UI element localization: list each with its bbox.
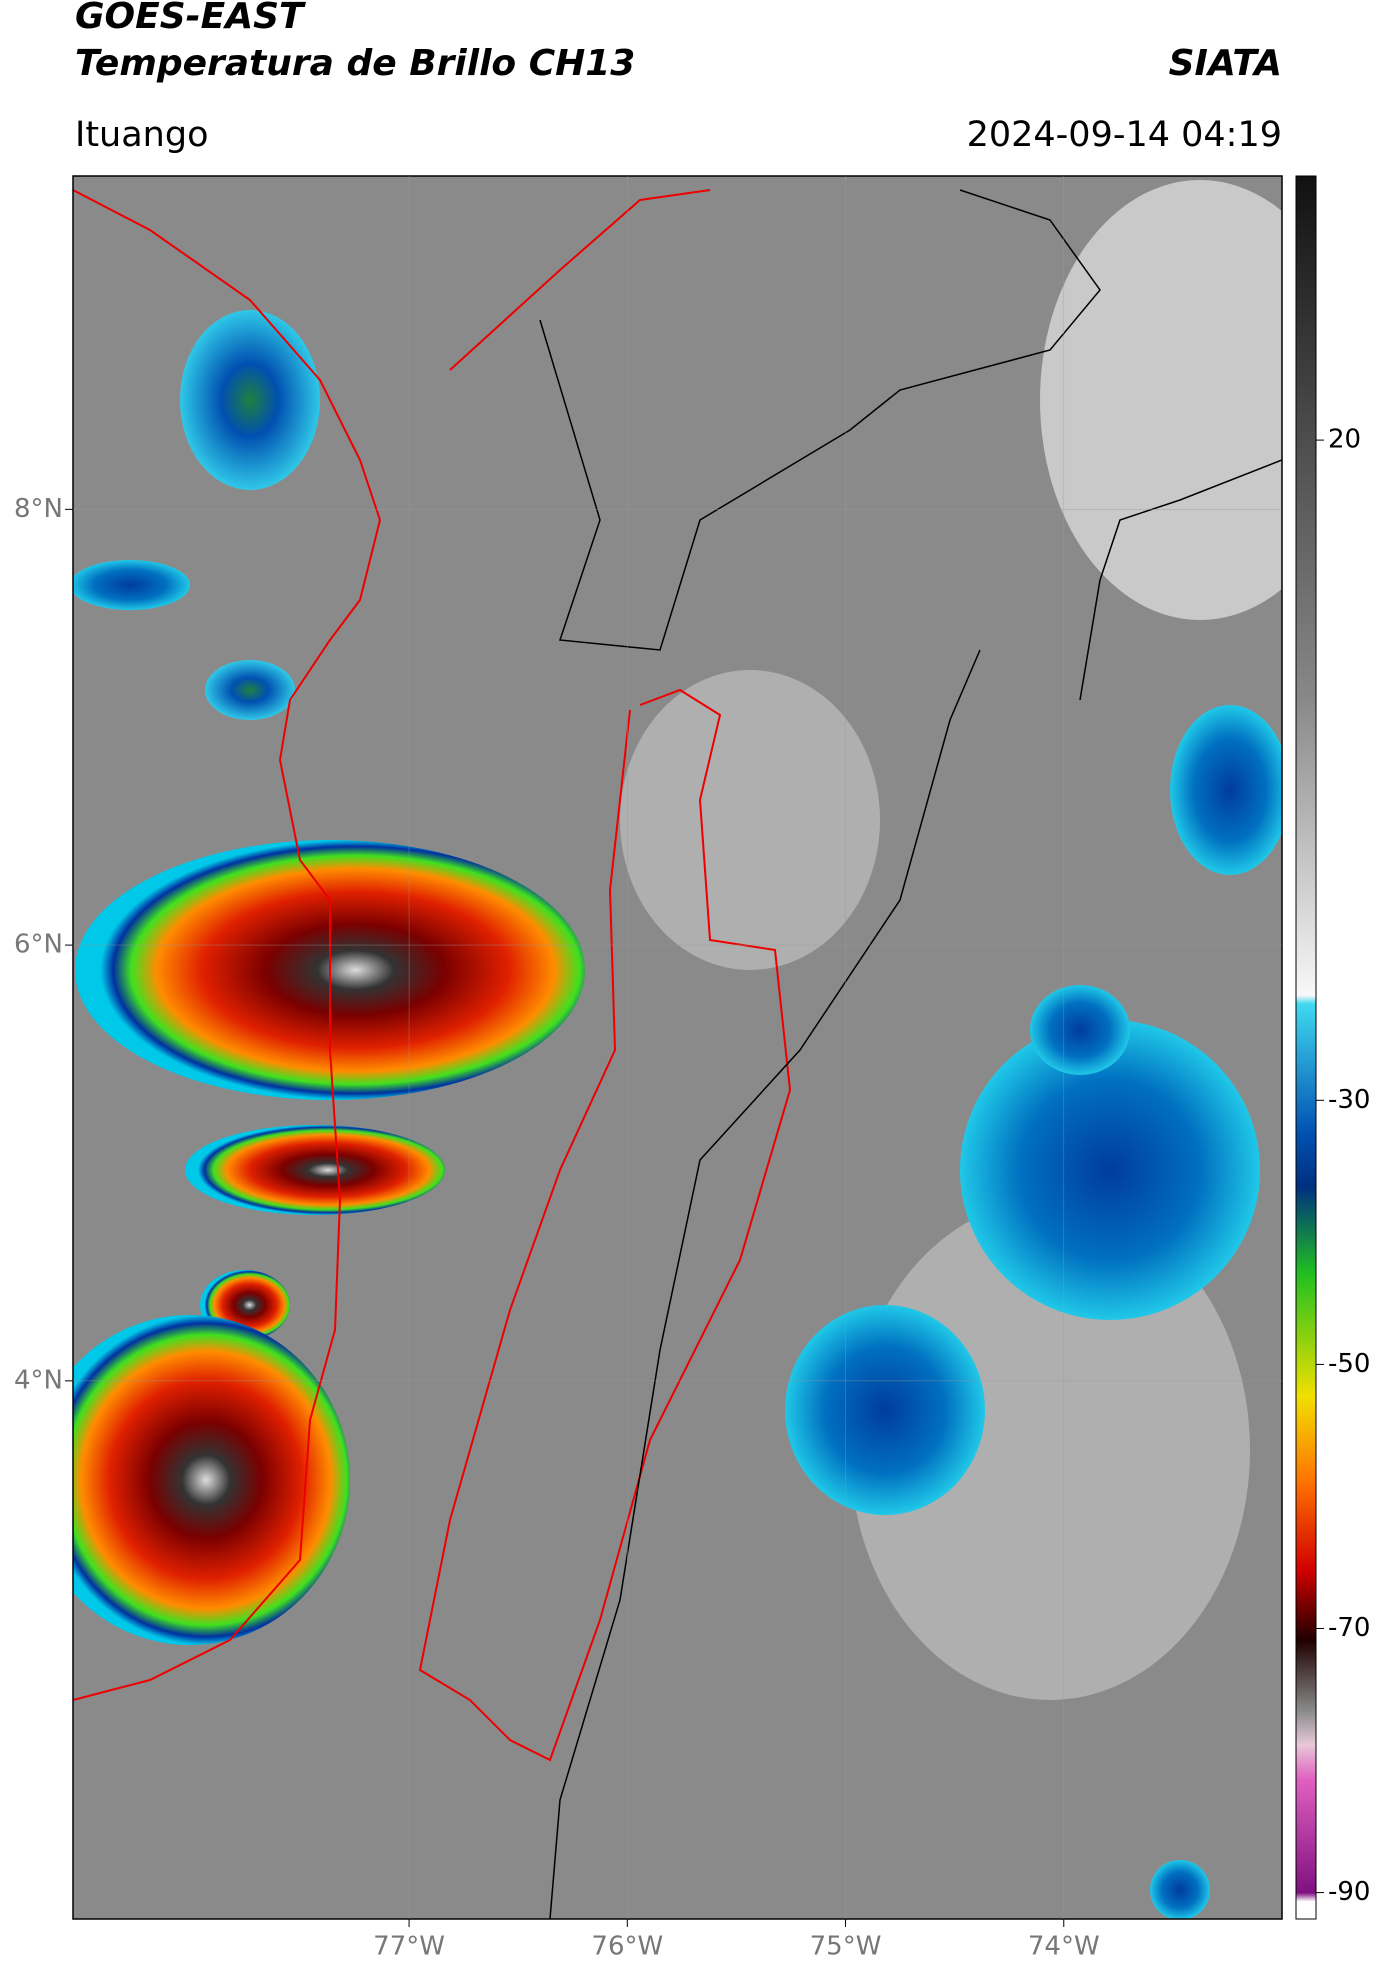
x-tick-label: 74°W xyxy=(1028,1932,1100,1962)
x-tick-label: 76°W xyxy=(591,1932,663,1962)
map-frame xyxy=(72,175,1283,1920)
colorbar xyxy=(1295,175,1317,1920)
colorbar-label: -70 xyxy=(1328,1613,1370,1643)
x-tick-label: 75°W xyxy=(810,1932,882,1962)
colorbar-label: -30 xyxy=(1328,1085,1370,1115)
colorbar-label: -90 xyxy=(1328,1877,1370,1907)
colorbar-label: 20 xyxy=(1328,425,1361,455)
colorbar-label: -50 xyxy=(1328,1349,1370,1379)
location: Ituango xyxy=(75,115,209,155)
y-tick-label: 8°N xyxy=(14,494,63,524)
org: SIATA xyxy=(1169,43,1282,84)
subtitle: Temperatura de Brillo CH13 xyxy=(75,43,635,84)
map-image xyxy=(73,176,1282,1919)
x-tick-label: 77°W xyxy=(373,1932,445,1962)
y-tick-label: 4°N xyxy=(14,1365,63,1395)
y-tick-label: 6°N xyxy=(14,930,63,960)
title: GOES-EAST xyxy=(75,0,306,37)
datetime: 2024-09-14 04:19 xyxy=(967,115,1282,155)
